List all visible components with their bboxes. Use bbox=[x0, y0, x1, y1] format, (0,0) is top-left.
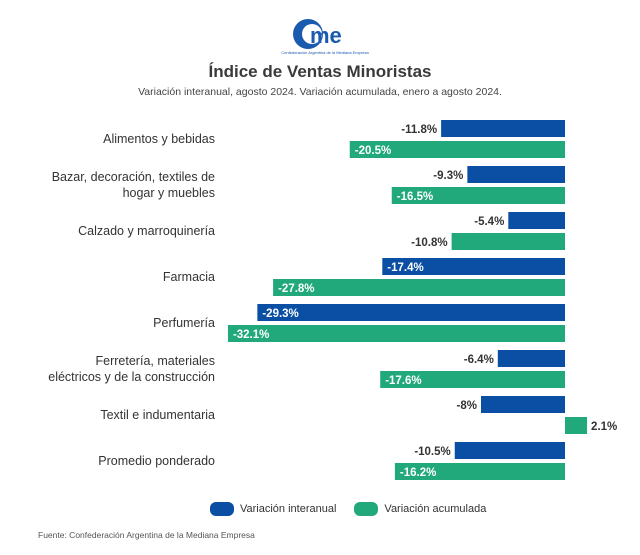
category-label: Perfumería bbox=[153, 316, 215, 330]
data-label: -27.8% bbox=[278, 283, 314, 295]
bar bbox=[441, 120, 565, 137]
bar bbox=[391, 187, 565, 204]
data-label: -6.4% bbox=[464, 354, 494, 366]
category-label: Textil e indumentaria bbox=[100, 408, 215, 422]
data-label: -8% bbox=[457, 400, 477, 412]
category-label: Promedio ponderado bbox=[98, 454, 215, 468]
bar bbox=[467, 166, 565, 183]
data-label: -17.4% bbox=[387, 262, 423, 274]
category-label: Calzado y marroquinería bbox=[78, 224, 215, 238]
legend: Variación interanual Variación acumulada bbox=[210, 502, 486, 516]
bar bbox=[273, 279, 565, 296]
bar bbox=[382, 258, 565, 275]
bar bbox=[451, 233, 565, 250]
data-label: -5.4% bbox=[474, 216, 504, 228]
data-label: 2.1% bbox=[591, 421, 617, 433]
bar bbox=[257, 304, 565, 321]
svg-text:me: me bbox=[310, 23, 342, 48]
category-label: Bazar, decoración, textiles de bbox=[52, 170, 215, 184]
category-label: Ferretería, materiales bbox=[96, 354, 215, 368]
data-label: -16.5% bbox=[397, 191, 433, 203]
logo-subtitle: Confederación Argentina de la Mediana Em… bbox=[281, 50, 369, 55]
bar bbox=[481, 396, 565, 413]
data-label: -10.5% bbox=[414, 446, 450, 458]
bar bbox=[508, 212, 565, 229]
data-label: -32.1% bbox=[233, 329, 269, 341]
bar bbox=[394, 463, 565, 480]
chart-subtitle: Variación interanual, agosto 2024. Varia… bbox=[138, 86, 502, 98]
legend-label: Variación acumulada bbox=[384, 503, 487, 515]
bar-chart: Alimentos y bebidas Bazar, decoración, te… bbox=[48, 120, 617, 480]
bar bbox=[497, 350, 565, 367]
data-label: -10.8% bbox=[411, 237, 447, 249]
category-label: hogar y muebles bbox=[123, 186, 215, 200]
data-label: -11.8% bbox=[401, 124, 437, 136]
bar bbox=[349, 141, 565, 158]
chart-title: Índice de Ventas Minoristas bbox=[208, 62, 432, 81]
bar bbox=[380, 371, 565, 388]
legend-label: Variación interanual bbox=[240, 503, 337, 515]
source-note: Fuente: Confederación Argentina de la Me… bbox=[38, 530, 255, 540]
category-label: eléctricos y de la construcción bbox=[48, 370, 215, 384]
data-label: -16.2% bbox=[400, 467, 436, 479]
category-label: Alimentos y bebidas bbox=[103, 132, 215, 146]
data-label: -20.5% bbox=[355, 145, 391, 157]
category-label: Farmacia bbox=[163, 270, 215, 284]
came-logo: me bbox=[293, 19, 342, 49]
data-label: -29.3% bbox=[262, 308, 298, 320]
data-label: -17.6% bbox=[385, 375, 421, 387]
bar bbox=[565, 417, 588, 434]
bar bbox=[227, 325, 565, 342]
legend-swatch-acumulada bbox=[354, 502, 379, 516]
legend-swatch-interanual bbox=[210, 502, 234, 516]
data-label: -9.3% bbox=[433, 170, 463, 182]
bar bbox=[454, 442, 565, 459]
